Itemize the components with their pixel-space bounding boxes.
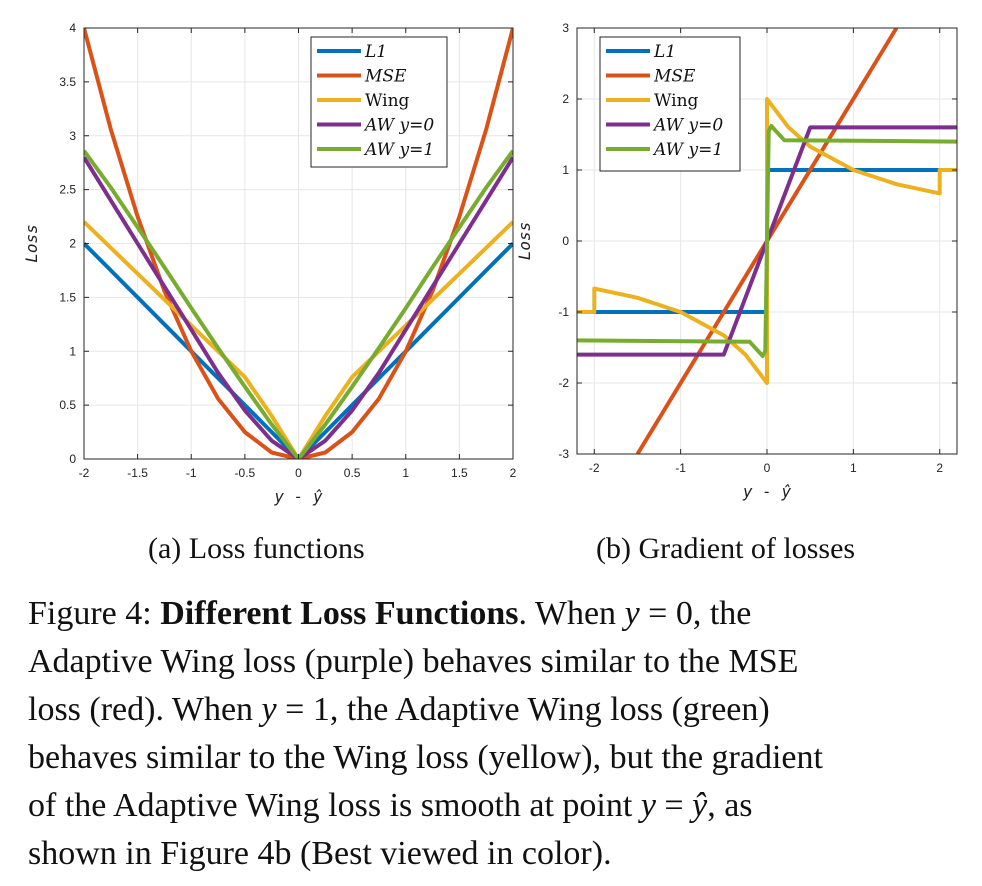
caption-text: , as xyxy=(707,787,753,824)
legend-label: MSE xyxy=(364,67,407,87)
y-tick-label: 3 xyxy=(562,21,569,35)
series-line-aw-y-1 xyxy=(84,149,513,459)
x-tick-label: -1 xyxy=(186,466,197,480)
legend: L1 MSE Wing AW y=0 AW y=1 xyxy=(599,36,741,172)
x-tick-label: -2 xyxy=(79,466,90,480)
caption-math: y xyxy=(624,595,640,632)
caption-line: shown in Figure 4b (Best viewed in color… xyxy=(28,830,958,878)
caption-text: = 1, the Adaptive Wing loss (green) xyxy=(276,691,770,728)
charts-canvas: -2 -1.5 -1 -0.5 0 0.5 1 1.5 2 0 0.5 1 1.5 2 2.5 3 3.5 4 y … xyxy=(22,21,958,506)
legend-label: AW y=0 xyxy=(363,116,434,136)
x-tick-label: -1.5 xyxy=(127,466,148,480)
x-tick-label: 2 xyxy=(936,461,943,475)
caption-line: of the Adaptive Wing loss is smooth at p… xyxy=(28,782,958,830)
caption-text: Figure 4: xyxy=(28,595,161,632)
y-axis-label: Loss xyxy=(515,222,534,261)
y-tick-label: 1 xyxy=(562,163,569,177)
x-tick-label: 1 xyxy=(402,466,409,480)
x-axis-label: y - ŷ xyxy=(273,487,323,506)
y-tick-label: 2 xyxy=(69,237,76,251)
y-axis-label: Loss xyxy=(22,224,41,263)
caption-text: of the Adaptive Wing loss is smooth at p… xyxy=(28,787,641,824)
y-tick-label: 0 xyxy=(69,452,76,466)
loss-functions-chart: -2 -1.5 -1 -0.5 0 0.5 1 1.5 2 0 0.5 1 1.5 2 2.5 3 3.5 4 y … xyxy=(22,21,517,506)
y-tick-label: 4 xyxy=(69,21,76,35)
caption-text: shown in Figure 4b (Best viewed in color… xyxy=(28,835,612,872)
y-tick-label: 0 xyxy=(562,234,569,248)
gradient-chart: -2 -1 0 1 2 -3 -2 -1 0 1 2 3 y - ŷ Loss L1 MSE Wing AW y=… xyxy=(515,21,958,501)
caption-text: = 0, the xyxy=(639,595,752,632)
figure-caption: Figure 4: Different Loss Functions. When… xyxy=(28,590,958,878)
y-tick-label: -1 xyxy=(558,305,569,319)
x-tick-label: 0 xyxy=(295,466,302,480)
caption-text: loss (red). When xyxy=(28,691,262,728)
y-tick-label: -3 xyxy=(558,447,569,461)
legend-label: L1 xyxy=(653,42,676,62)
series-group xyxy=(577,28,957,454)
caption-text: . When xyxy=(518,595,625,632)
y-tick-label: 0.5 xyxy=(59,398,76,412)
x-tick-label: 2 xyxy=(510,466,517,480)
series-line-aw-y-0 xyxy=(84,156,513,459)
y-tick-label: 3 xyxy=(69,129,76,143)
caption-math: y xyxy=(261,691,277,728)
caption-text: Adaptive Wing loss (purple) behaves simi… xyxy=(28,643,799,680)
y-tick-label: 2 xyxy=(562,92,569,106)
caption-line: Figure 4: Different Loss Functions. When… xyxy=(28,590,958,638)
caption-text: behaves similar to the Wing loss (yellow… xyxy=(28,739,823,776)
series-line-l1 xyxy=(84,242,513,459)
legend-label: AW y=1 xyxy=(363,140,434,160)
x-tick-label: 1 xyxy=(850,461,857,475)
y-tick-label: 1.5 xyxy=(59,290,76,304)
legend-label: AW y=0 xyxy=(652,116,723,136)
caption-bold-text: Different Loss Functions xyxy=(160,595,519,632)
caption-line: behaves similar to the Wing loss (yellow… xyxy=(28,734,958,782)
legend: L1 MSE Wing AW y=0 AW y=1 xyxy=(310,36,448,168)
caption-math: ŷ xyxy=(692,787,708,824)
series-line-aw-y-1 xyxy=(577,124,957,358)
caption-line: Adaptive Wing loss (purple) behaves simi… xyxy=(28,638,958,686)
legend-label: Wing xyxy=(654,91,699,111)
series-group xyxy=(84,28,513,459)
y-tick-label: -2 xyxy=(558,376,569,390)
y-tick-label: 3.5 xyxy=(59,75,76,89)
legend-label: AW y=1 xyxy=(652,140,723,160)
subcaption-a: (a) Loss functions xyxy=(148,532,365,565)
y-tick-label: 1 xyxy=(69,344,76,358)
legend-label: MSE xyxy=(653,67,696,87)
x-tick-label: 1.5 xyxy=(451,466,468,480)
x-tick-label: -0.5 xyxy=(235,466,256,480)
series-line-wing xyxy=(84,220,513,459)
series-line-mse xyxy=(84,28,513,459)
caption-text: = xyxy=(655,787,693,824)
caption-line: loss (red). When y = 1, the Adaptive Win… xyxy=(28,686,958,734)
x-tick-label: -2 xyxy=(589,461,600,475)
caption-math: y xyxy=(640,787,656,824)
x-tick-label: -1 xyxy=(675,461,686,475)
subcaption-b: (b) Gradient of losses xyxy=(596,532,856,565)
x-tick-label: 0.5 xyxy=(344,466,361,480)
x-axis-label: y - ŷ xyxy=(742,482,792,501)
y-tick-label: 2.5 xyxy=(59,183,76,197)
x-tick-label: 0 xyxy=(764,461,771,475)
legend-label: L1 xyxy=(364,42,387,62)
legend-label: Wing xyxy=(365,91,410,111)
